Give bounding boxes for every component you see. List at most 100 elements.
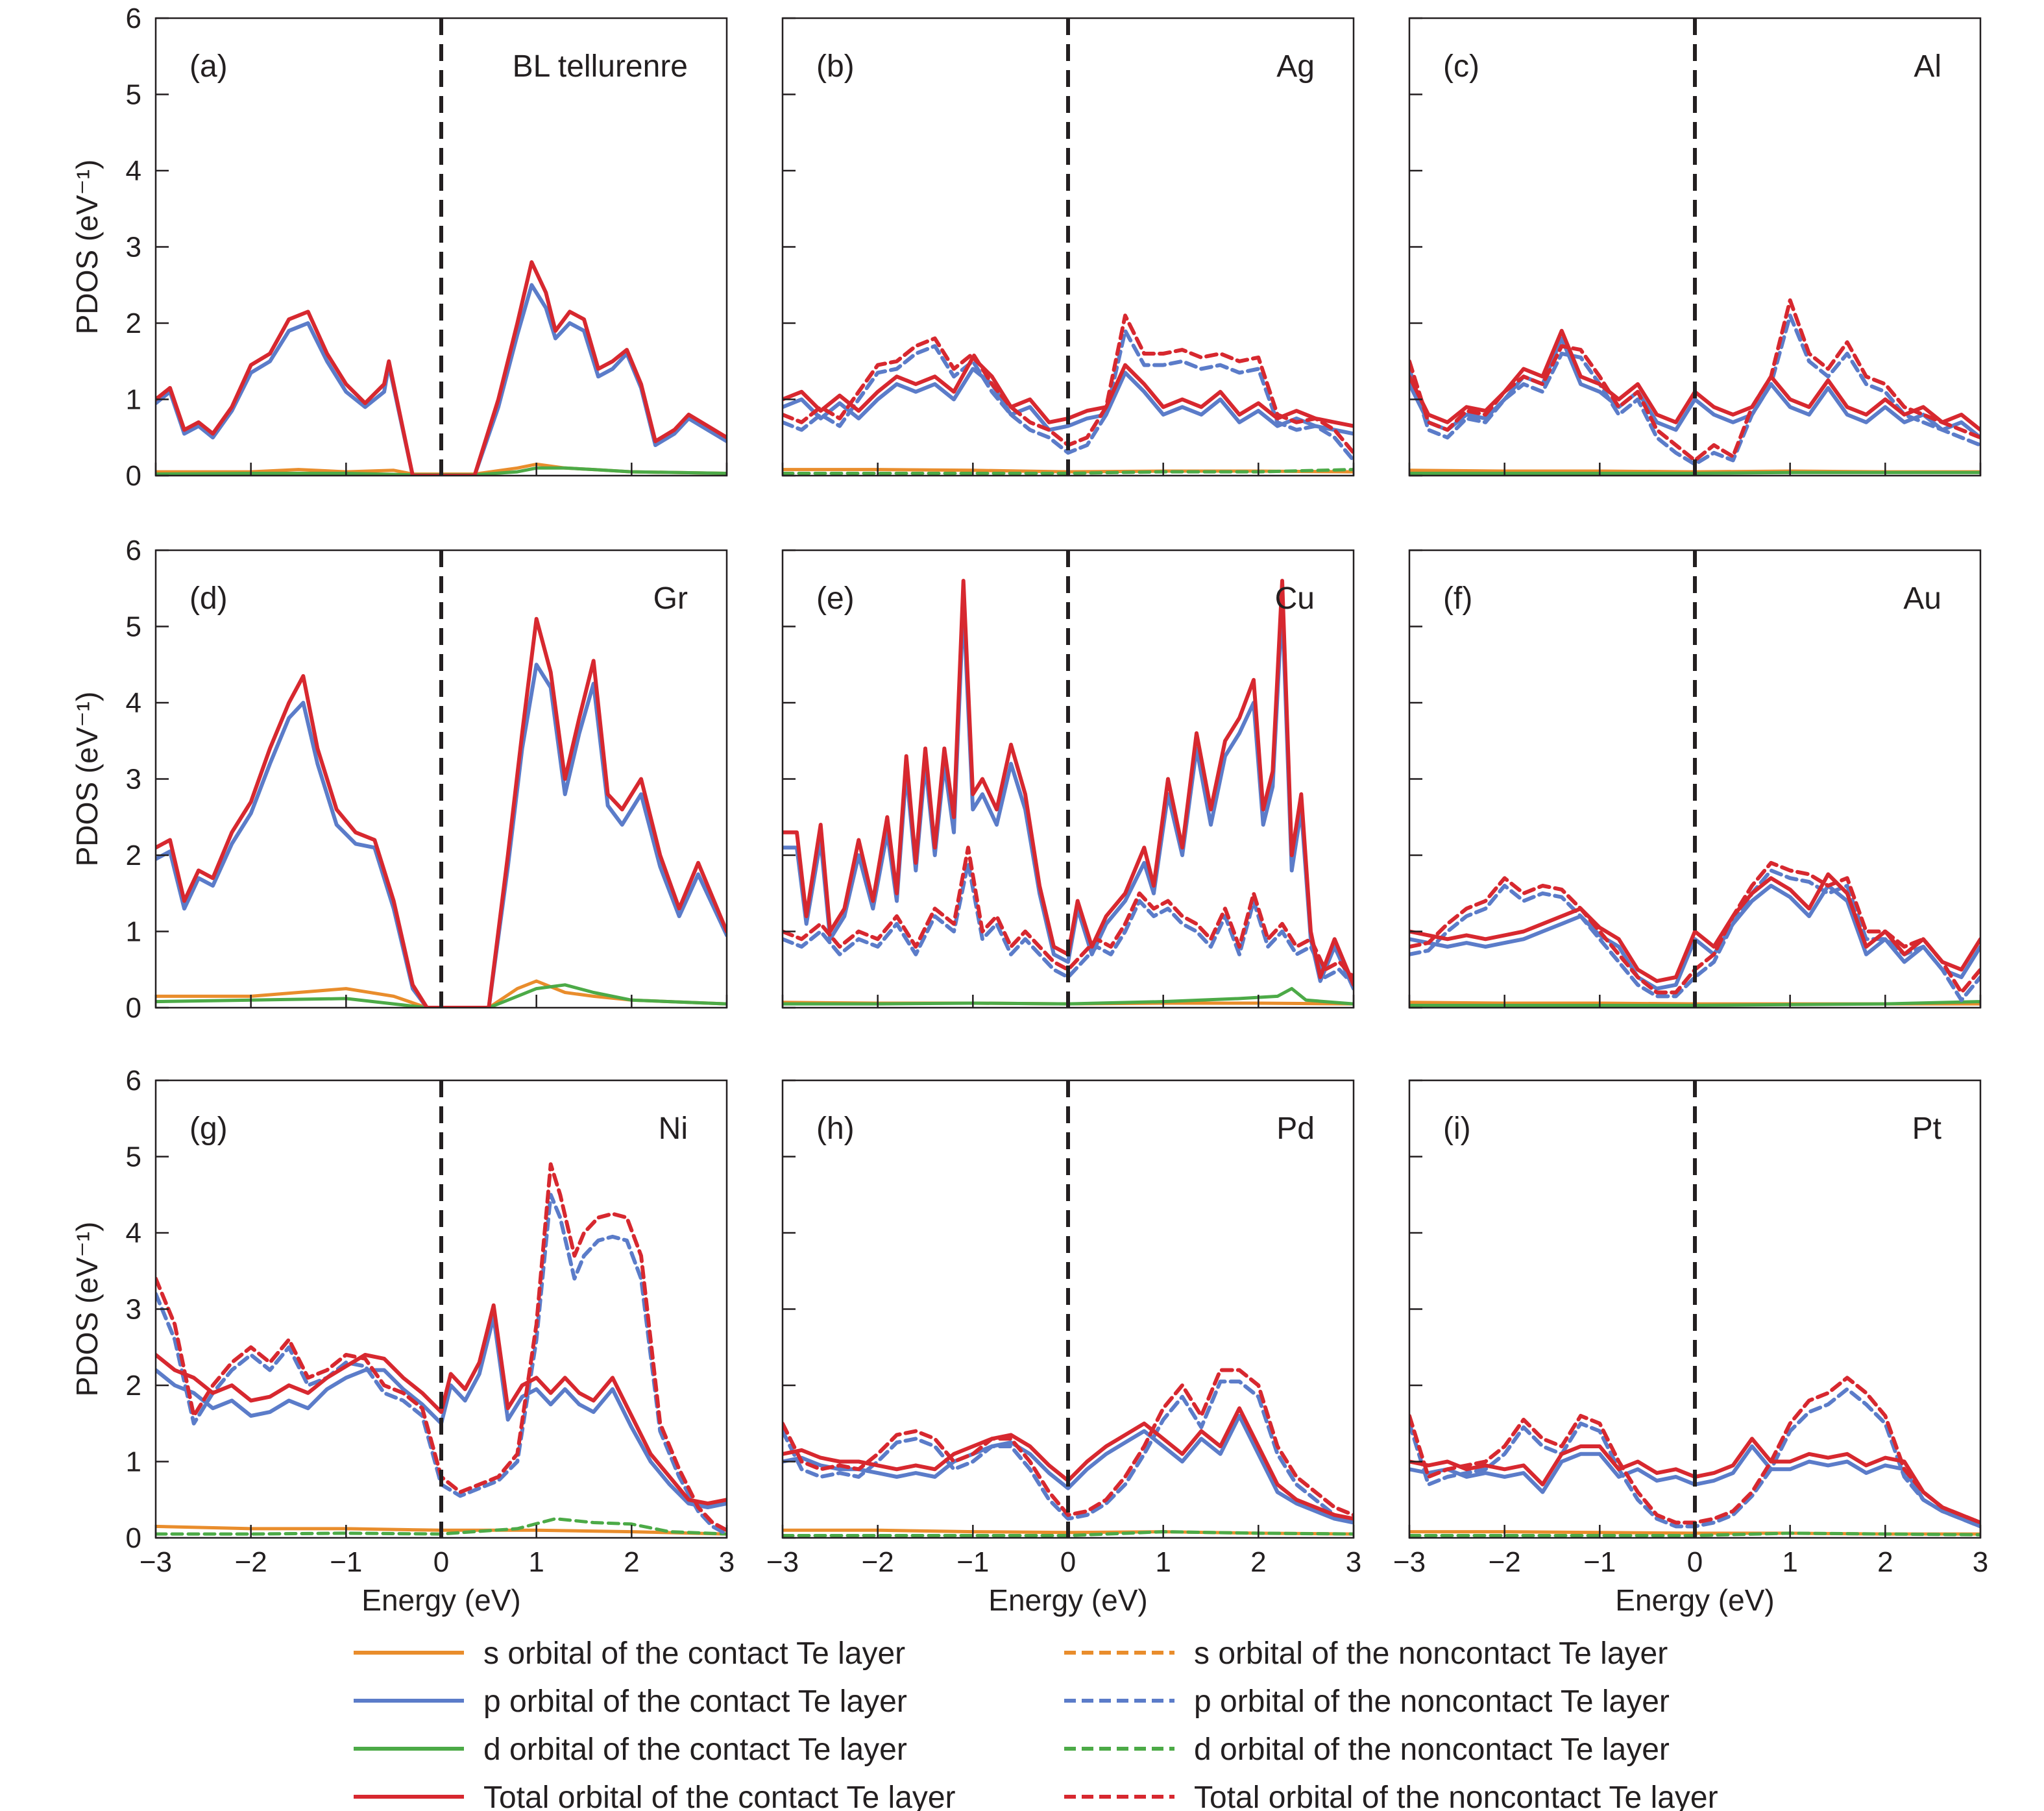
series-line-noncontact-total bbox=[783, 1368, 1354, 1517]
x-tick-label: −3 bbox=[766, 1546, 799, 1578]
y-tick-label: 1 bbox=[126, 384, 141, 416]
series-line-noncontact-p bbox=[783, 328, 1354, 463]
x-tick-label: 2 bbox=[1250, 1546, 1266, 1578]
panel-letter: (g) bbox=[189, 1112, 228, 1146]
panel-title: Ag bbox=[1276, 49, 1315, 84]
panel-b: (b) Ag bbox=[781, 17, 1355, 477]
y-tick-label: 6 bbox=[126, 1065, 141, 1097]
x-tick-label: −2 bbox=[1489, 1546, 1521, 1578]
y-tick-label: 5 bbox=[126, 1141, 141, 1173]
series-line-noncontact-p bbox=[783, 860, 1354, 987]
legend-item: d orbital of the noncontact Te layer bbox=[1064, 1732, 1670, 1767]
legend-item: d orbital of the contact Te layer bbox=[354, 1732, 907, 1767]
y-tick-label: 0 bbox=[126, 1522, 141, 1554]
y-tick-label: 6 bbox=[126, 535, 141, 566]
series-group bbox=[156, 616, 727, 1008]
legend-label: s orbital of the contact Te layer bbox=[483, 1636, 905, 1671]
series-line-contact-d bbox=[156, 983, 727, 1008]
x-tick-label: −1 bbox=[1583, 1546, 1616, 1578]
y-tick-label: 2 bbox=[126, 1370, 141, 1402]
series-line-contact-p bbox=[156, 1315, 727, 1509]
series-line-contact-p bbox=[783, 367, 1354, 436]
y-tick-label: 3 bbox=[126, 764, 141, 796]
y-tick-label: 2 bbox=[126, 840, 141, 871]
x-axis-title: Energy (eV) bbox=[361, 1583, 520, 1617]
series-line-contact-total bbox=[783, 579, 1354, 987]
panel-i: −3 −2 −1 0 1 2 3 Energy (eV) (i) Pt bbox=[1393, 1079, 1988, 1617]
panel-f: (f) Au bbox=[1408, 549, 1982, 1009]
y-axis-title: PDOS (eV⁻¹) bbox=[70, 160, 104, 335]
panel-letter: (b) bbox=[816, 49, 855, 84]
series-line-noncontact-d bbox=[156, 1517, 727, 1536]
series-line-noncontact-p bbox=[156, 1193, 727, 1537]
y-tick-label: 2 bbox=[126, 308, 141, 339]
y-tick-label: 1 bbox=[126, 1446, 141, 1478]
x-tick-label: 0 bbox=[1060, 1546, 1076, 1578]
y-tick-label: 5 bbox=[126, 611, 141, 643]
panel-letter: (e) bbox=[816, 581, 855, 616]
x-tick-label: 2 bbox=[624, 1546, 639, 1578]
series-group bbox=[156, 260, 727, 476]
panel-title: Ni bbox=[659, 1112, 688, 1146]
x-axis-title: Energy (eV) bbox=[1615, 1583, 1774, 1617]
series-line-contact-total bbox=[156, 616, 727, 1008]
panel-title: Au bbox=[1903, 581, 1941, 616]
series-line-contact-total bbox=[156, 260, 727, 476]
legend-item: p orbital of the contact Te layer bbox=[354, 1684, 907, 1719]
panel-title: Pd bbox=[1276, 1112, 1315, 1146]
legend-label: Total orbital of the contact Te layer bbox=[483, 1781, 956, 1811]
legend-item: Total orbital of the contact Te layer bbox=[354, 1781, 956, 1811]
x-tick-label: −2 bbox=[235, 1546, 267, 1578]
panel-title: Gr bbox=[653, 581, 688, 616]
y-axis-title: PDOS (eV⁻¹) bbox=[70, 1222, 104, 1397]
y-tick-label: 4 bbox=[126, 1217, 141, 1249]
x-tick-label: 1 bbox=[1782, 1546, 1797, 1578]
panel-c: (c) Al bbox=[1408, 17, 1982, 477]
x-tick-label: 1 bbox=[1155, 1546, 1171, 1578]
series-line-contact-s bbox=[156, 979, 727, 1008]
legend-label: Total orbital of the noncontact Te layer bbox=[1194, 1781, 1718, 1811]
legend-item: s orbital of the contact Te layer bbox=[354, 1636, 905, 1671]
x-tick-label: 0 bbox=[433, 1546, 449, 1578]
legend: s orbital of the contact Te layer p orbit… bbox=[354, 1636, 1718, 1811]
series-line-contact-p bbox=[783, 602, 1354, 991]
series-group bbox=[1409, 860, 1980, 1007]
series-line-noncontact-p bbox=[783, 1380, 1354, 1525]
x-tick-label: 0 bbox=[1687, 1546, 1703, 1578]
y-tick-label: 4 bbox=[126, 155, 141, 187]
x-tick-label: −2 bbox=[862, 1546, 894, 1578]
series-line-noncontact-p bbox=[1409, 868, 1980, 1003]
x-tick-label: −1 bbox=[330, 1546, 362, 1578]
panel-e: (e) Cu bbox=[781, 549, 1355, 1009]
y-tick-label: 4 bbox=[126, 687, 141, 719]
x-axis-title: Energy (eV) bbox=[988, 1583, 1147, 1617]
y-tick-label: 3 bbox=[126, 1294, 141, 1326]
x-tick-label: 3 bbox=[1346, 1546, 1361, 1578]
x-tick-label: −3 bbox=[140, 1546, 172, 1578]
legend-label: d orbital of the noncontact Te layer bbox=[1194, 1732, 1670, 1767]
legend-label: p orbital of the contact Te layer bbox=[483, 1684, 907, 1719]
panel-g: 0 1 2 3 4 5 6 PDOS (eV⁻¹) −3 −2 −1 0 1 2 3 Energy (eV) (… bbox=[70, 1065, 735, 1617]
y-axis-title: PDOS (eV⁻¹) bbox=[70, 692, 104, 867]
x-tick-label: −3 bbox=[1393, 1546, 1426, 1578]
panel-title: Cu bbox=[1275, 581, 1315, 616]
panel-letter: (a) bbox=[189, 49, 228, 84]
series-line-noncontact-total bbox=[783, 845, 1354, 979]
panel-letter: (c) bbox=[1443, 49, 1479, 84]
legend-item: p orbital of the noncontact Te layer bbox=[1064, 1684, 1670, 1719]
legend-label: p orbital of the noncontact Te layer bbox=[1194, 1684, 1670, 1719]
series-line-contact-d bbox=[783, 987, 1354, 1006]
series-line-noncontact-total bbox=[1409, 298, 1980, 463]
series-group bbox=[783, 579, 1354, 1006]
panel-title: Pt bbox=[1912, 1112, 1941, 1146]
panel-h: −3 −2 −1 0 1 2 3 Energy (eV) (h) Pd bbox=[766, 1079, 1361, 1617]
series-line-noncontact-total bbox=[156, 1162, 727, 1533]
y-tick-label: 6 bbox=[126, 3, 141, 34]
series-line-contact-p bbox=[783, 1414, 1354, 1525]
legend-item: Total orbital of the noncontact Te layer bbox=[1064, 1781, 1718, 1811]
y-tick-label: 5 bbox=[126, 79, 141, 111]
x-tick-label: 2 bbox=[1877, 1546, 1893, 1578]
panel-letter: (f) bbox=[1443, 581, 1472, 616]
panel-letter: (i) bbox=[1443, 1112, 1471, 1146]
